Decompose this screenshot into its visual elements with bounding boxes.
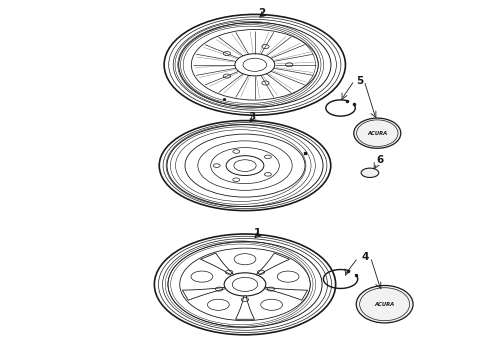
Ellipse shape bbox=[223, 74, 231, 78]
Text: 4: 4 bbox=[361, 252, 369, 262]
Ellipse shape bbox=[356, 285, 413, 323]
Ellipse shape bbox=[223, 51, 231, 55]
Ellipse shape bbox=[265, 155, 271, 159]
Ellipse shape bbox=[262, 45, 269, 49]
Ellipse shape bbox=[277, 271, 299, 282]
Ellipse shape bbox=[233, 150, 240, 153]
Ellipse shape bbox=[207, 299, 229, 310]
Ellipse shape bbox=[354, 118, 401, 148]
Ellipse shape bbox=[361, 168, 379, 177]
Text: 6: 6 bbox=[376, 155, 383, 165]
Polygon shape bbox=[182, 287, 225, 300]
Polygon shape bbox=[200, 253, 234, 275]
Ellipse shape bbox=[234, 254, 256, 265]
Text: 2: 2 bbox=[259, 8, 266, 18]
Text: ACURA: ACURA bbox=[367, 131, 388, 136]
Ellipse shape bbox=[286, 63, 293, 67]
Polygon shape bbox=[236, 296, 254, 319]
Text: 1: 1 bbox=[254, 228, 261, 238]
Ellipse shape bbox=[213, 164, 220, 167]
Ellipse shape bbox=[233, 178, 240, 181]
Ellipse shape bbox=[265, 172, 271, 176]
Ellipse shape bbox=[191, 271, 213, 282]
Text: ACURA: ACURA bbox=[374, 302, 395, 307]
Text: 3: 3 bbox=[249, 112, 256, 122]
Ellipse shape bbox=[261, 299, 283, 310]
Polygon shape bbox=[256, 253, 290, 275]
Text: 5: 5 bbox=[357, 76, 364, 86]
Polygon shape bbox=[265, 287, 308, 300]
Ellipse shape bbox=[262, 81, 269, 85]
